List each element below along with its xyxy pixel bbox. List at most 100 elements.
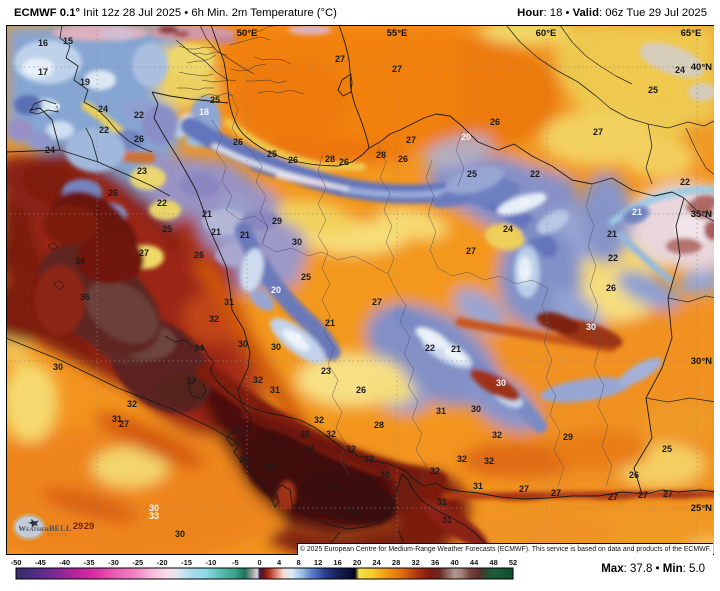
svg-text:22: 22 xyxy=(99,125,109,135)
svg-text:24: 24 xyxy=(45,145,55,155)
svg-text:40°N: 40°N xyxy=(691,62,712,73)
svg-text:22: 22 xyxy=(134,110,144,120)
svg-text:31: 31 xyxy=(437,497,447,507)
svg-text:30: 30 xyxy=(271,342,281,352)
svg-text:31: 31 xyxy=(442,515,452,525)
svg-text:30: 30 xyxy=(149,503,159,513)
svg-text:8: 8 xyxy=(297,558,301,567)
svg-text:27: 27 xyxy=(519,484,529,494)
svg-text:28: 28 xyxy=(392,558,400,567)
svg-text:29: 29 xyxy=(84,521,95,532)
svg-text:27: 27 xyxy=(372,297,382,307)
svg-text:ANALYTICS: ANALYTICS xyxy=(47,533,67,537)
svg-text:21: 21 xyxy=(451,344,461,354)
svg-text:25: 25 xyxy=(301,272,311,282)
svg-text:31: 31 xyxy=(270,385,280,395)
svg-text:20: 20 xyxy=(50,102,60,112)
svg-text:26: 26 xyxy=(398,154,408,164)
svg-text:27: 27 xyxy=(551,488,561,498)
svg-text:34: 34 xyxy=(194,343,204,353)
svg-text:12: 12 xyxy=(314,558,322,567)
svg-text:22: 22 xyxy=(530,169,540,179)
svg-text:40: 40 xyxy=(450,558,458,567)
svg-text:21: 21 xyxy=(240,230,250,240)
svg-text:31: 31 xyxy=(112,414,122,424)
svg-text:30: 30 xyxy=(300,429,310,439)
svg-text:24: 24 xyxy=(503,224,513,234)
svg-text:26: 26 xyxy=(339,157,349,167)
svg-text:28: 28 xyxy=(325,154,335,164)
svg-text:32: 32 xyxy=(253,375,263,385)
svg-text:21: 21 xyxy=(211,227,221,237)
svg-text:32: 32 xyxy=(209,314,219,324)
svg-text:-20: -20 xyxy=(157,558,168,567)
svg-text:50°E: 50°E xyxy=(237,28,258,39)
svg-text:19: 19 xyxy=(291,332,301,342)
svg-text:30: 30 xyxy=(239,455,249,465)
svg-text:28: 28 xyxy=(374,420,384,430)
svg-text:55°E: 55°E xyxy=(387,28,408,39)
svg-text:-40: -40 xyxy=(59,558,70,567)
svg-text:33: 33 xyxy=(149,511,159,521)
svg-text:25: 25 xyxy=(267,149,277,159)
svg-text:21: 21 xyxy=(202,209,212,219)
svg-text:22: 22 xyxy=(680,177,690,187)
svg-text:23: 23 xyxy=(321,366,331,376)
svg-text:22: 22 xyxy=(425,343,435,353)
svg-text:-50: -50 xyxy=(11,558,22,567)
svg-text:30: 30 xyxy=(292,237,302,247)
svg-text:32: 32 xyxy=(430,466,440,476)
svg-text:21: 21 xyxy=(607,229,617,239)
svg-text:21: 21 xyxy=(632,207,642,217)
svg-text:20: 20 xyxy=(271,285,281,295)
svg-text:32: 32 xyxy=(492,430,502,440)
svg-text:30: 30 xyxy=(471,404,481,414)
svg-text:25: 25 xyxy=(662,444,672,454)
svg-text:25: 25 xyxy=(210,95,220,105)
svg-text:26: 26 xyxy=(108,188,118,198)
svg-text:WEATHERBELL: WEATHERBELL xyxy=(19,523,72,533)
svg-text:32: 32 xyxy=(457,454,467,464)
svg-text:17: 17 xyxy=(38,67,48,77)
svg-text:27: 27 xyxy=(335,54,345,64)
svg-text:44: 44 xyxy=(470,558,479,567)
svg-text:29: 29 xyxy=(563,432,573,442)
svg-text:21: 21 xyxy=(325,318,335,328)
svg-text:32: 32 xyxy=(346,444,356,454)
svg-text:30: 30 xyxy=(380,470,390,480)
svg-text:27: 27 xyxy=(663,489,673,499)
svg-text:-35: -35 xyxy=(84,558,95,567)
svg-text:27: 27 xyxy=(139,248,149,258)
svg-text:-25: -25 xyxy=(132,558,143,567)
svg-text:20: 20 xyxy=(353,558,361,567)
svg-text:32: 32 xyxy=(314,415,324,425)
svg-text:0: 0 xyxy=(258,558,262,567)
svg-text:37: 37 xyxy=(186,376,196,386)
svg-text:16: 16 xyxy=(38,38,48,48)
svg-text:24: 24 xyxy=(675,65,685,75)
svg-text:65°E: 65°E xyxy=(681,28,702,39)
svg-text:25: 25 xyxy=(162,224,172,234)
svg-text:26: 26 xyxy=(606,283,616,293)
svg-text:30: 30 xyxy=(175,529,185,539)
svg-text:32: 32 xyxy=(364,454,374,464)
svg-text:27: 27 xyxy=(593,127,603,137)
svg-text:24: 24 xyxy=(98,104,108,114)
svg-text:32: 32 xyxy=(326,429,336,439)
svg-text:25: 25 xyxy=(467,169,477,179)
svg-text:27: 27 xyxy=(466,246,476,256)
svg-text:27: 27 xyxy=(119,419,129,429)
svg-text:24: 24 xyxy=(372,558,381,567)
svg-text:26: 26 xyxy=(233,137,243,147)
svg-text:28: 28 xyxy=(376,150,386,160)
svg-text:60°E: 60°E xyxy=(536,28,557,39)
svg-text:27: 27 xyxy=(608,492,618,502)
svg-text:27: 27 xyxy=(406,135,416,145)
svg-text:25°N: 25°N xyxy=(691,503,712,514)
svg-text:30: 30 xyxy=(53,362,63,372)
svg-text:27: 27 xyxy=(638,490,648,500)
svg-text:31: 31 xyxy=(224,297,234,307)
svg-text:26: 26 xyxy=(490,117,500,127)
svg-text:15: 15 xyxy=(63,36,73,46)
svg-text:33: 33 xyxy=(265,462,275,472)
